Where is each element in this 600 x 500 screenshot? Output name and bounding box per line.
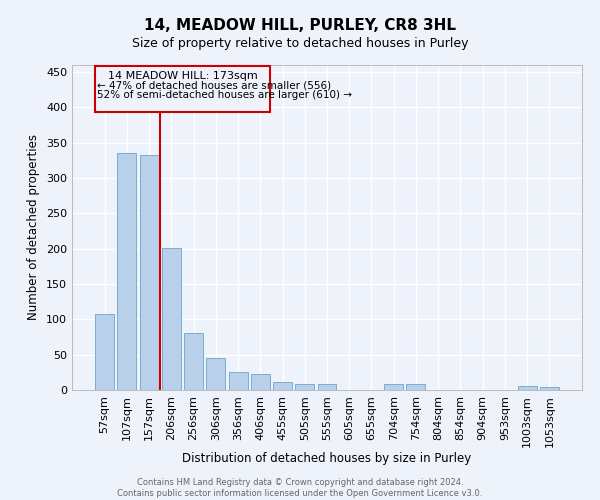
Bar: [184, 333, 203, 390]
Bar: [206, 358, 225, 390]
Bar: [273, 382, 292, 390]
Bar: [518, 386, 536, 390]
Text: 14, MEADOW HILL, PURLEY, CR8 3HL: 14, MEADOW HILL, PURLEY, CR8 3HL: [144, 18, 456, 32]
Bar: [140, 156, 158, 390]
Bar: [540, 387, 559, 390]
Text: Size of property relative to detached houses in Purley: Size of property relative to detached ho…: [132, 38, 468, 51]
Bar: [251, 374, 270, 390]
Bar: [95, 314, 114, 390]
Bar: [295, 384, 314, 390]
Bar: [229, 372, 248, 390]
Bar: [162, 248, 181, 390]
Bar: [317, 384, 337, 390]
Text: 14 MEADOW HILL: 173sqm: 14 MEADOW HILL: 173sqm: [107, 72, 257, 82]
Bar: [118, 154, 136, 390]
Y-axis label: Number of detached properties: Number of detached properties: [28, 134, 40, 320]
Bar: [406, 384, 425, 390]
X-axis label: Distribution of detached houses by size in Purley: Distribution of detached houses by size …: [182, 452, 472, 465]
FancyBboxPatch shape: [95, 66, 270, 112]
Text: 52% of semi-detached houses are larger (610) →: 52% of semi-detached houses are larger (…: [97, 90, 352, 100]
Text: ← 47% of detached houses are smaller (556): ← 47% of detached houses are smaller (55…: [97, 80, 331, 90]
Text: Contains HM Land Registry data © Crown copyright and database right 2024.
Contai: Contains HM Land Registry data © Crown c…: [118, 478, 482, 498]
Bar: [384, 384, 403, 390]
